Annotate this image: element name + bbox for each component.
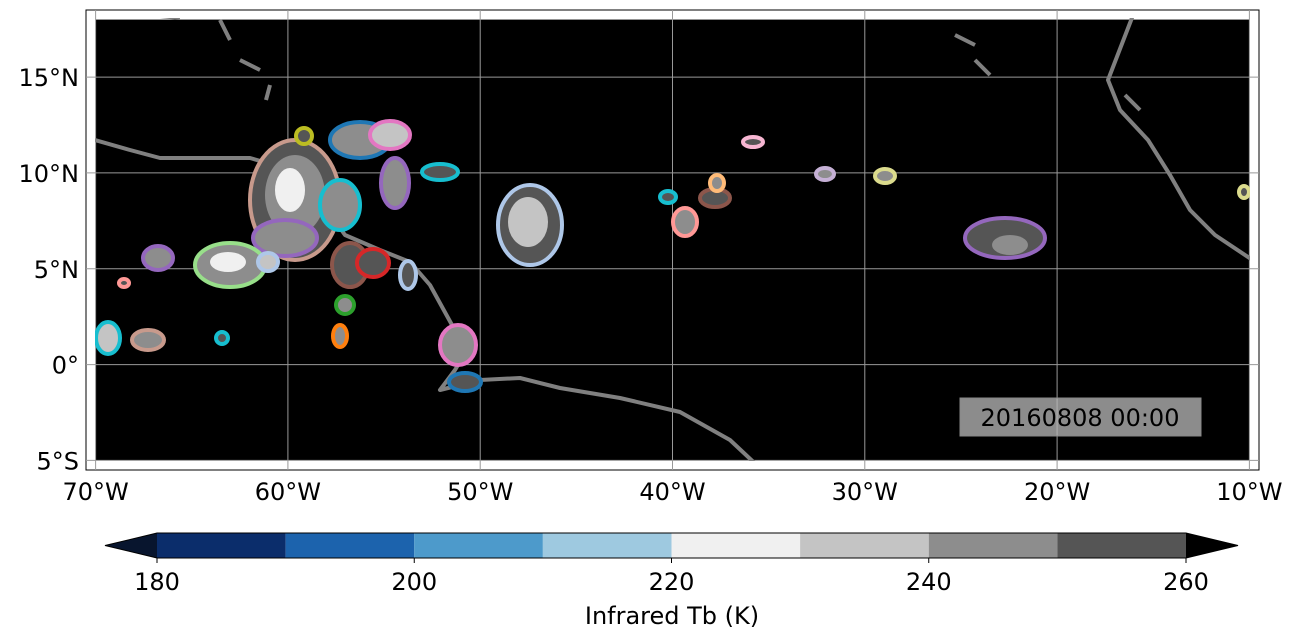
x-tick-label: 20°W xyxy=(1024,478,1090,506)
timestamp: 20160808 00:00 xyxy=(981,404,1180,432)
colorbar-segment xyxy=(928,533,1058,558)
y-tick-label: 5°S xyxy=(36,447,79,475)
x-tick-label: 10°W xyxy=(1216,478,1282,506)
cloud-clusters xyxy=(95,119,1250,393)
colorbar-segment xyxy=(542,533,672,558)
x-tick-label: 30°W xyxy=(832,478,898,506)
colorbar-segment xyxy=(285,533,415,558)
y-tick-label: 5°N xyxy=(34,256,79,284)
timestamp-box xyxy=(959,397,1202,437)
colorbar-tick-label: 220 xyxy=(649,568,695,596)
colorbar-extend-max xyxy=(1186,533,1238,558)
colorbar-tick-label: 200 xyxy=(391,568,437,596)
coastline xyxy=(95,138,756,461)
x-tick-label: 40°W xyxy=(639,478,705,506)
colorbar-segment xyxy=(414,533,543,558)
coastline xyxy=(159,18,1142,112)
x-tick-label: 60°W xyxy=(255,478,321,506)
colorbar-tick-label: 180 xyxy=(134,568,180,596)
x-tick-label: 70°W xyxy=(62,478,128,506)
x-tick-label: 50°W xyxy=(447,478,513,506)
coastlines xyxy=(95,18,1250,461)
colorbar-segment xyxy=(671,533,801,558)
y-tick-label: 0° xyxy=(52,352,79,380)
colorbar-extend-min xyxy=(105,533,157,558)
y-tick-label: 10°N xyxy=(19,160,80,188)
colorbar-tick-label: 260 xyxy=(1163,568,1209,596)
colorbar-segment xyxy=(1057,533,1186,558)
colorbar-segment xyxy=(800,533,929,558)
coastline xyxy=(1106,18,1250,261)
y-tick-label: 15°N xyxy=(19,64,80,92)
colorbar-segment xyxy=(157,533,286,558)
colorbar-tick-label: 240 xyxy=(906,568,952,596)
colorbar-label: Infrared Tb (K) xyxy=(585,602,759,630)
